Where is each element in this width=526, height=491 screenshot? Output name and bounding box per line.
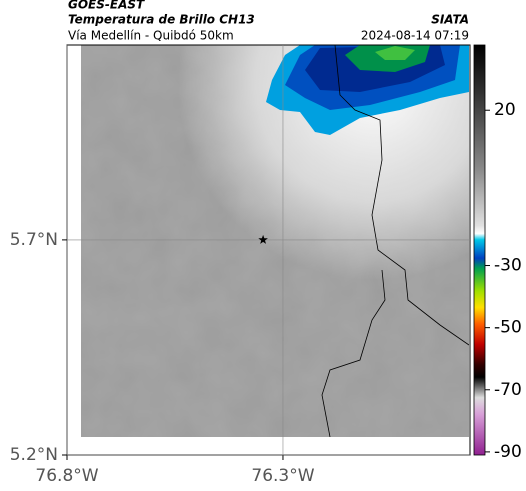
product: Temperatura de Brillo CH13	[68, 13, 255, 27]
colorbar-tick-label: -50	[494, 318, 522, 338]
colorbar-tick-label: -30	[494, 256, 522, 276]
satellite-image	[81, 45, 469, 437]
colorbar-tick-label: 20	[494, 100, 516, 120]
colorbar	[473, 44, 486, 456]
x-tick-label: 76.8°W	[35, 466, 98, 486]
source: SIATA	[431, 13, 469, 27]
location-marker	[258, 234, 268, 244]
x-tick-label: 76.3°W	[251, 466, 314, 486]
timestamp: 2024-08-14 07:19	[361, 29, 469, 43]
y-tick-label: 5.7°N	[10, 230, 58, 250]
y-tick-label: 5.2°N	[10, 445, 58, 465]
colorbar-tick-label: -90	[494, 442, 522, 462]
satellite: GOES-EAST	[68, 0, 145, 12]
region: Vía Medellín - Quibdó 50km	[68, 29, 234, 43]
colorbar-tick-label: -70	[494, 380, 522, 400]
